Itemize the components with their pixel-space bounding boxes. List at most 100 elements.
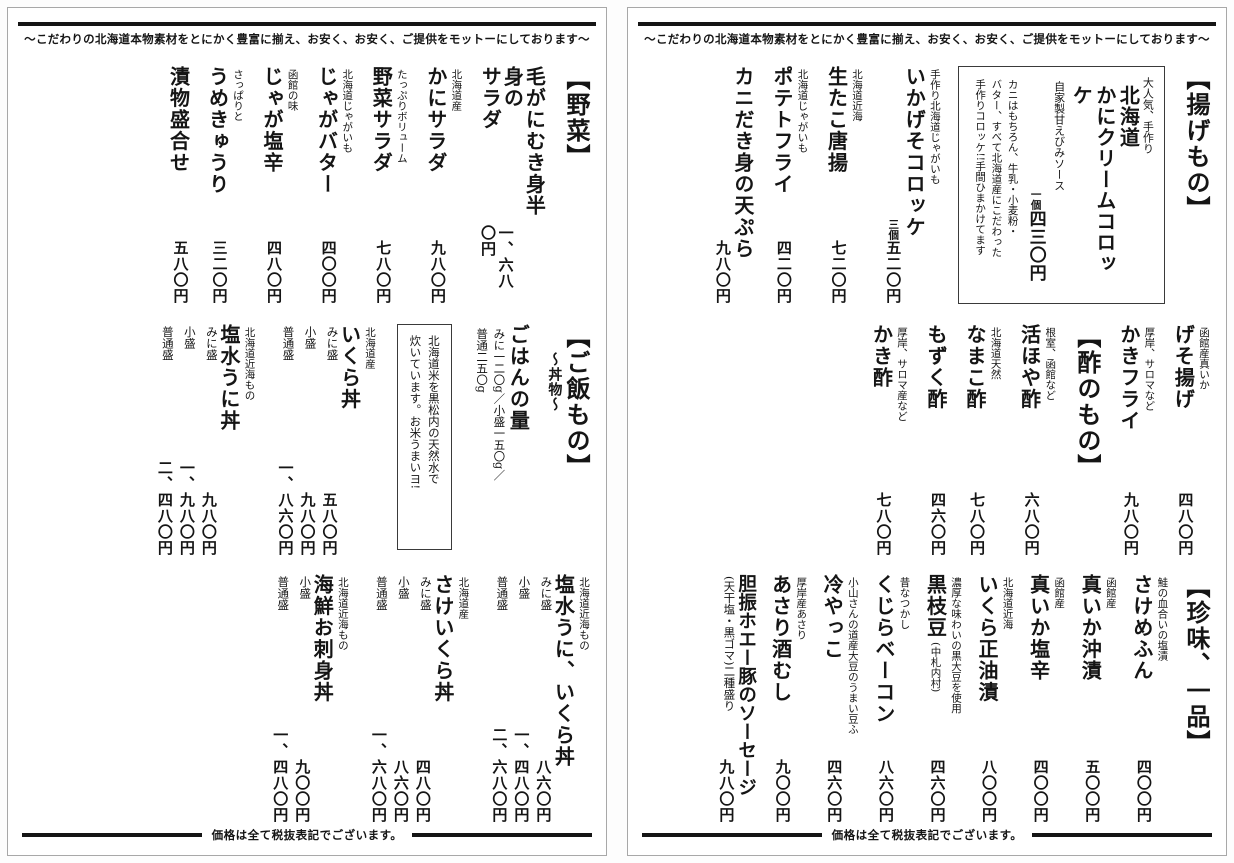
item-price: 九八〇円: [199, 492, 218, 556]
item-name: くじらベーコン: [871, 574, 896, 725]
menu-item: 北海道天然 なまこ酢 七八〇円: [963, 324, 1002, 556]
item-note: 厚岸、サロマなど: [1143, 327, 1156, 411]
section-title-fried: 【揚げもの】: [1182, 66, 1211, 222]
item-price: 五八〇円: [320, 492, 339, 556]
item-name: かきフライ: [1116, 324, 1141, 432]
box-description: カニはもちろん、牛乳・小麦粉・ バター、すべて北海道産にこだわった 手作りコロッ…: [974, 79, 1019, 258]
menu-item: 北海道産 かにサラダ 九八〇円: [423, 66, 463, 304]
item-name: かにサラダ: [423, 66, 448, 174]
item-price: 四六〇円: [825, 759, 844, 823]
section-title-vinegar: 【酢のもの】: [1072, 324, 1102, 480]
menu-item: 小山さんの道産大豆のうまい豆ふ 冷やっこ 四六〇円: [820, 574, 859, 823]
section-title-delicacy: 【珍味、一品】: [1182, 574, 1211, 756]
item-note: 根室、函館など: [1044, 327, 1057, 401]
menu-item: 鮭の血合いの塩漬 さけめふん 四〇〇円: [1130, 574, 1169, 823]
menu-item: 胆振ホエー豚のソーセージ (天干塩・黒ゴマ)二種盛り 九八〇円: [713, 574, 756, 823]
item-name: カニだき身の天ぷら: [730, 66, 755, 260]
item-name: 漬物盛合せ: [166, 66, 191, 174]
size-label: 小盛: [396, 576, 411, 599]
item-note: 北海道近海もの: [336, 577, 349, 651]
item-price: 四〇〇円: [1031, 759, 1050, 823]
footer-rule-right: [412, 833, 593, 837]
box-item-name: 北海道 かにクリームコロッケ: [1069, 85, 1141, 274]
item-price: 一、六八〇円: [369, 727, 388, 823]
price-unit: 一個: [1029, 189, 1042, 210]
item-price: 九八〇円: [298, 492, 317, 556]
menu-item: 北海道産 さけいくら丼 みに盛 四八〇円 小盛 八六〇円 普通盛 一、六八〇円: [366, 574, 470, 823]
item-name: じゃが塩辛: [260, 66, 285, 174]
item-note: 北海道天然: [989, 327, 1002, 380]
item-note: 北海道じゃがいも: [341, 69, 354, 153]
item-note: 北海道じゃがいも: [796, 69, 809, 153]
section-subtitle: 〜丼物〜: [546, 352, 563, 412]
item-price: 九八〇円: [713, 240, 732, 304]
size-label: 小盛: [303, 326, 318, 349]
item-name: 真いか沖漬: [1078, 574, 1103, 682]
item-name: いくら正油漬: [975, 574, 1000, 703]
item-price: 一、八六〇円: [276, 460, 295, 556]
menu-item: 根室、函館など 活ほや酢 六八〇円: [1017, 324, 1057, 556]
item-price: 二、六八〇円: [490, 727, 509, 823]
item-price: 四八〇円: [413, 759, 432, 823]
footer: 価格は全て税抜表記でございます。: [642, 827, 1213, 843]
item-name: かき酢: [869, 324, 894, 389]
box-sub-note: 自家製甘えびみソース: [1052, 81, 1066, 191]
item-price: 八〇〇円: [980, 759, 999, 823]
item-price: 七八〇円: [874, 492, 893, 556]
menu-item: 北海道近海もの 塩水うに、いくら丼 みに盛 八六〇円 小盛 一、四八〇円 普通盛 二、…: [486, 574, 590, 823]
item-note: 函館の味: [286, 69, 299, 111]
price-unit: 三個: [887, 219, 900, 240]
item-note: 濃厚な味わいの黒大豆を使用: [950, 577, 963, 714]
item-name: 真いか塩辛: [1026, 574, 1051, 682]
item-name: 毛がにむき身半身の サラダ: [478, 66, 547, 217]
footer-rule-right: [1032, 833, 1213, 837]
menu-item: 厚岸、サロマ産など かき酢 七八〇円: [869, 324, 908, 556]
section-delicacy: 【珍味、一品】 鮭の血合いの塩漬 さけめふん 四〇〇円 函館産 真いか沖漬 五〇〇円…: [644, 574, 1211, 823]
item-price: 四八〇円: [1176, 492, 1195, 556]
item-note: 鮭の血合いの塩漬: [1156, 577, 1169, 661]
menu-item: たっぷりボリューム 野菜サラダ 七八〇円: [369, 66, 408, 304]
item-name: あさり酒むし: [768, 574, 793, 703]
item-note: 北海道近海: [1001, 577, 1014, 630]
item-price: 四三〇円: [1025, 210, 1046, 282]
size-label: 小盛: [298, 576, 313, 599]
menu-item: 漬物盛合せ 五八〇円: [166, 66, 191, 304]
menu-page-right: 〜こだわりの北海道本物素材をとにかく豊富に揃え、お安く、お安く、ご提供をモットー…: [627, 7, 1227, 856]
page-content: 【野菜】 毛がにむき身半身の サラダ 一、六八〇円 北海道産 かにサラダ 九八〇円 …: [24, 66, 591, 823]
item-name: いくら丼: [337, 324, 362, 410]
gohan-amounts: みに一二〇g／小盛一五〇g／ 普通二五〇g: [475, 328, 507, 481]
item-price: 七八〇円: [968, 492, 987, 556]
menu-item: 北海道近海もの 海鮮お刺身丼 小盛 九〇〇円 普通盛 一、四八〇円: [267, 574, 349, 823]
item-price: 九〇〇円: [293, 759, 312, 823]
top-rule: [18, 22, 596, 26]
footer-note: 価格は全て税抜表記でございます。: [831, 828, 1023, 842]
top-rule: [638, 22, 1216, 26]
croquette-feature-box: 大人気、手作り 北海道 かにクリームコロッケ 自家製甘えびみソース 一個四三〇円…: [957, 66, 1166, 304]
item-price: 四八〇円: [265, 240, 284, 304]
box-price-line: 一個四三〇円: [1024, 77, 1049, 293]
footer-rule-left: [642, 833, 822, 837]
box-top-note: 大人気、手作り: [1141, 77, 1155, 154]
item-name: 黒枝豆: [923, 574, 948, 639]
section-title-rice: 【ご飯もの】 〜丼物〜: [546, 324, 591, 556]
section-fried-2-and-vinegar: 函館産真いか げそ揚げ 四八〇円 厚岸、サロマなど かきフライ 九八〇円 【酢のもの…: [644, 324, 1210, 556]
item-name: 活ほや酢: [1017, 324, 1042, 410]
menu-item: 厚岸産あさり あさり酒むし 九〇〇円: [768, 574, 808, 823]
menu-item: 手作り北海道じゃがいも いかげそコロッケ 三個五二〇円: [880, 66, 941, 304]
size-label: 普通盛: [281, 326, 296, 361]
menu-item: 北海道じゃがいも ポテトフライ 四二〇円: [770, 66, 809, 304]
size-label: みに盛: [325, 326, 340, 361]
section-title-vegetables: 【野菜】: [562, 66, 591, 170]
item-note: 北海道産: [457, 577, 470, 619]
menu-item: 毛がにむき身半身の サラダ 一、六八〇円: [478, 66, 547, 304]
item-price: 五八〇円: [171, 240, 190, 304]
section-fried: 【揚げもの】 大人気、手作り 北海道 かにクリームコロッケ 自家製甘えびみソース…: [644, 66, 1211, 304]
menu-item: 函館産 真いか塩辛 四〇〇円: [1026, 574, 1066, 823]
section-title-text: 【ご飯もの】: [562, 324, 591, 480]
item-name: さけいくら丼: [430, 574, 455, 703]
item-sub-label: (天干塩・黒ゴマ)二種盛り: [722, 576, 737, 712]
item-price: 九八〇円: [1121, 492, 1140, 556]
menu-item: 北海道産 いくら丼 みに盛 五八〇円 小盛 九八〇円 普通盛 一、八六〇円: [272, 324, 376, 556]
size-label: 普通盛: [276, 576, 291, 611]
